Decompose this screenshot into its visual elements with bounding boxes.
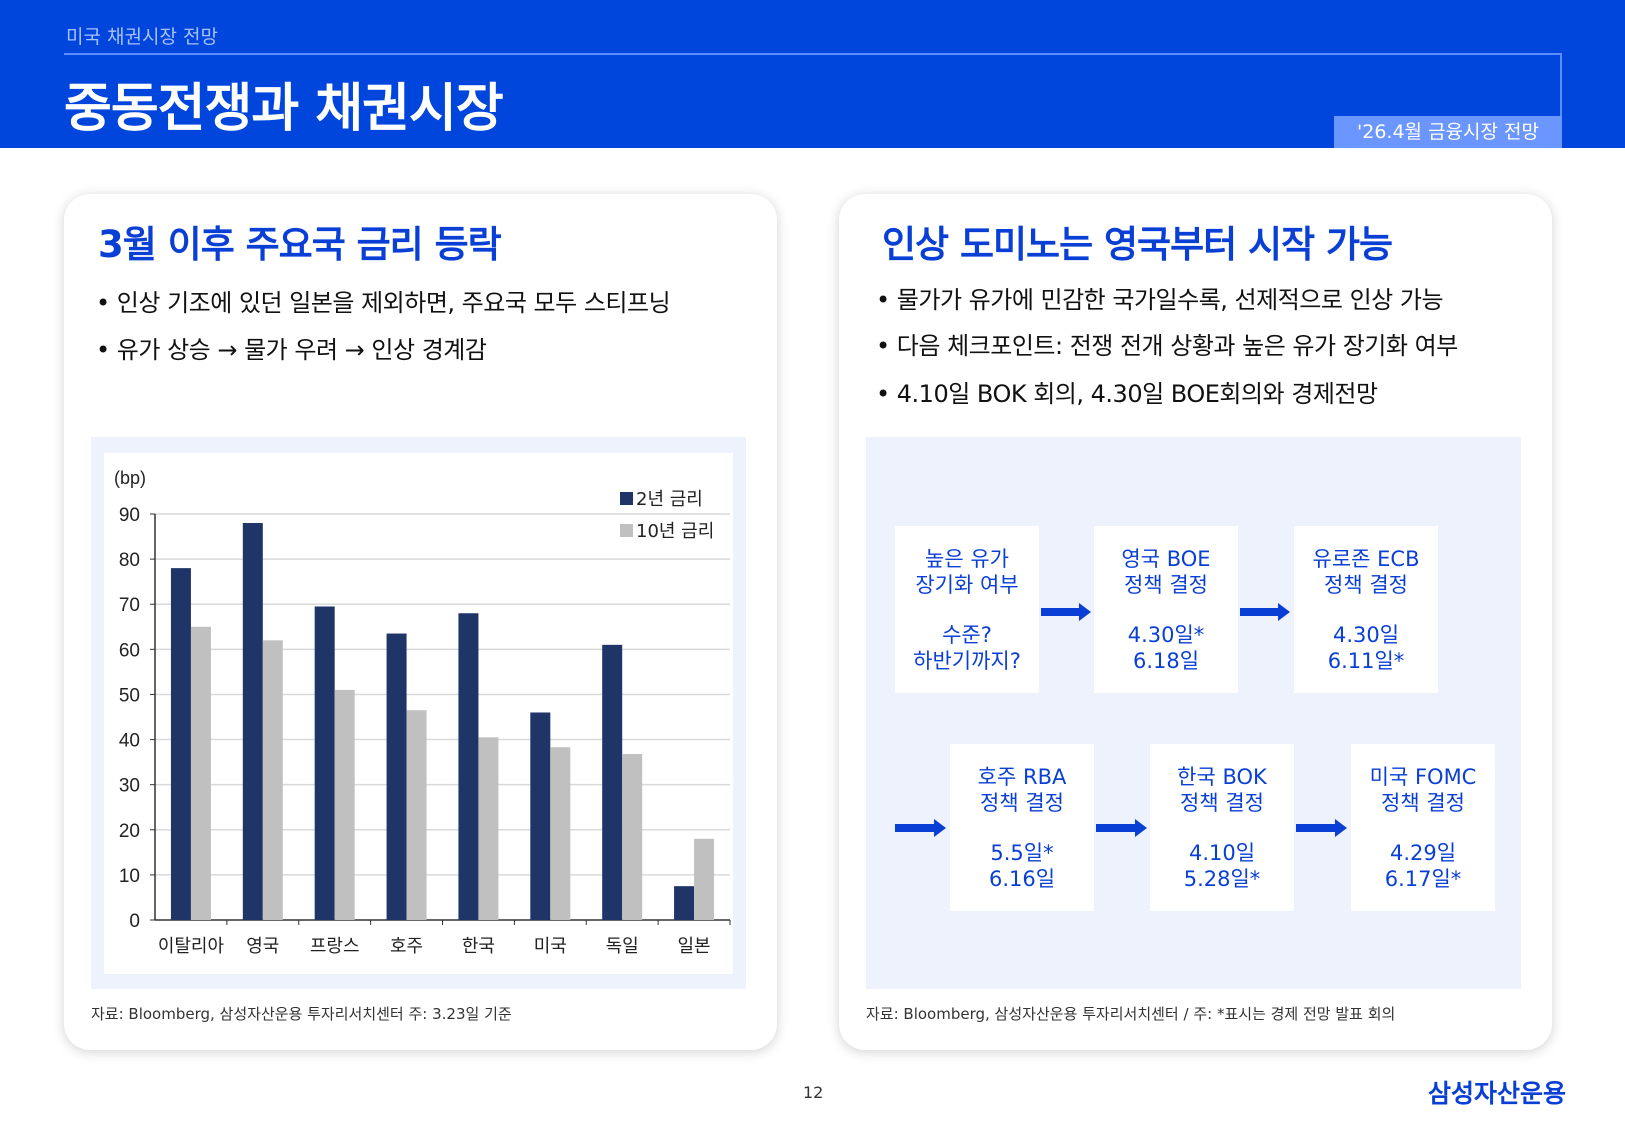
flow-box-date: 4.30일	[1332, 622, 1400, 647]
flow-box-date: 6.11일*	[1327, 648, 1405, 673]
right-bullet-2: • 다음 체크포인트: 전쟁 전개 상황과 높은 유가 장기화 여부	[876, 332, 1458, 360]
bar-10y	[622, 753, 643, 920]
y-tick-label: 90	[119, 505, 140, 526]
bar-10y	[334, 689, 355, 920]
legend-label: 10년 금리	[636, 521, 714, 542]
left-source-note: 자료: Bloomberg, 삼성자산운용 투자리서치센터 주: 3.23일 기…	[91, 1005, 512, 1023]
arrow-right-icon	[895, 819, 946, 837]
x-tick-label: 독일	[606, 936, 639, 957]
flow-box-date: 4.30일*	[1127, 622, 1205, 647]
bar-2y	[386, 633, 407, 920]
bar-10y	[694, 838, 715, 920]
legend-swatch	[620, 524, 633, 537]
flow-box-label: 한국 BOK	[1177, 764, 1267, 789]
flow-box-date: 하반기까지?	[913, 648, 1021, 673]
x-tick-label: 호주	[390, 936, 423, 957]
flow-box-label: 호주 RBA	[977, 764, 1067, 789]
bar-2y	[242, 523, 263, 920]
y-tick-label: 30	[119, 776, 140, 797]
bar-10y	[478, 737, 499, 920]
left-bullet-1: • 인상 기조에 있던 일본을 제외하면, 주요국 모두 스티프닝	[96, 289, 671, 317]
y-axis-unit: (bp)	[114, 468, 146, 488]
report-badge: '26.4월 금융시장 전망	[1334, 116, 1562, 148]
flow-box-label: 정책 결정	[980, 790, 1064, 815]
flow-box: 유로존 ECB 정책 결정 4.30일 6.11일*	[1294, 526, 1438, 693]
flow-box-label: 높은 유가	[925, 546, 1009, 571]
flow-box-label: 영국 BOE	[1121, 546, 1211, 571]
arrow-right-icon	[1096, 819, 1147, 837]
flow-box-date: 6.18일	[1132, 648, 1200, 673]
flow-box: 영국 BOE 정책 결정 4.30일* 6.18일	[1094, 526, 1238, 693]
flow-box-date: 6.17일*	[1384, 866, 1462, 891]
bar-10y	[550, 747, 571, 920]
page-number: 12	[803, 1083, 824, 1102]
page-title: 중동전쟁과 채권시장	[64, 79, 504, 139]
flow-box-label: 유로존 ECB	[1312, 546, 1420, 571]
section-subtitle: 미국 채권시장 전망	[66, 26, 218, 48]
x-tick-label: 영국	[246, 936, 279, 957]
flow-box-label: 정책 결정	[1324, 572, 1408, 597]
flow-box-date: 5.28일*	[1183, 866, 1261, 891]
left-bullet-2: • 유가 상승 → 물가 우려 → 인상 경계감	[96, 336, 487, 364]
flow-box-label: 장기화 여부	[915, 572, 1019, 597]
flow-box-label: 미국 FOMC	[1369, 764, 1477, 789]
bar-10y	[406, 710, 427, 920]
y-tick-label: 50	[119, 685, 140, 706]
flow-box-date: 수준?	[942, 622, 992, 647]
flow-box-date: 6.16일	[988, 866, 1056, 891]
flow-box-label: 정책 결정	[1180, 790, 1264, 815]
bar-2y	[602, 644, 623, 920]
header-frame	[64, 53, 1562, 148]
right-card-title: 인상 도미노는 영국부터 시작 가능	[882, 223, 1393, 266]
flow-box: 미국 FOMC 정책 결정 4.29일 6.17일*	[1351, 744, 1495, 911]
legend-swatch	[620, 492, 633, 505]
right-bullet-3: • 4.10일 BOK 회의, 4.30일 BOE회의와 경제전망	[876, 380, 1378, 408]
right-bullet-1: • 물가가 유가에 민감한 국가일수록, 선제적으로 인상 가능	[876, 286, 1444, 314]
company-logo: 삼성자산운용	[1428, 1079, 1567, 1108]
flow-box-date: 4.29일	[1389, 840, 1457, 865]
y-tick-label: 0	[129, 911, 140, 932]
bar-2y	[530, 712, 551, 920]
flow-box-label: 정책 결정	[1124, 572, 1208, 597]
bar-2y	[314, 606, 335, 920]
bar-2y	[458, 613, 479, 920]
arrow-right-icon	[1240, 603, 1290, 621]
x-tick-label: 프랑스	[310, 936, 360, 957]
bar-2y	[674, 886, 695, 920]
left-card-title: 3월 이후 주요국 금리 등락	[98, 223, 502, 266]
x-tick-label: 이탈리아	[158, 936, 225, 957]
right-source-note: 자료: Bloomberg, 삼성자산운용 투자리서치센터 / 주: *표시는 …	[866, 1005, 1396, 1023]
flow-box-date: 4.10일	[1188, 840, 1256, 865]
y-tick-label: 10	[119, 866, 140, 887]
x-tick-label: 한국	[462, 936, 495, 957]
y-tick-label: 80	[119, 550, 140, 571]
bar-10y	[262, 640, 283, 920]
x-tick-label: 미국	[534, 936, 567, 957]
y-tick-label: 40	[119, 731, 140, 752]
legend-label: 2년 금리	[636, 489, 703, 510]
arrow-right-icon	[1296, 819, 1347, 837]
flow-box: 호주 RBA 정책 결정 5.5일* 6.16일	[950, 744, 1094, 911]
flow-box: 한국 BOK 정책 결정 4.10일 5.28일*	[1150, 744, 1294, 911]
y-tick-label: 20	[119, 821, 140, 842]
y-tick-label: 70	[119, 595, 140, 616]
x-tick-label: 일본	[678, 936, 711, 957]
arrow-right-icon	[1041, 603, 1091, 621]
flow-box-label: 정책 결정	[1381, 790, 1465, 815]
y-tick-label: 60	[119, 640, 140, 661]
flow-box-date: 5.5일*	[990, 840, 1054, 865]
bar-10y	[190, 626, 211, 920]
bar-2y	[170, 568, 191, 920]
